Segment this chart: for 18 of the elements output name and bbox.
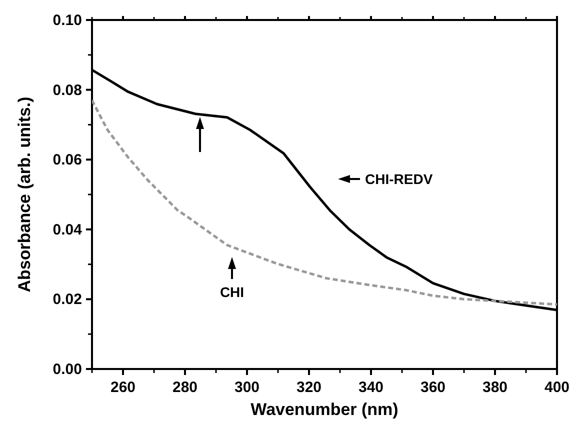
y-tick-label: 0.04 — [52, 221, 83, 238]
legend-label: CHI-REDV — [365, 171, 434, 187]
x-tick-label: 260 — [110, 379, 136, 396]
y-tick-label: 0.00 — [52, 361, 82, 378]
text: CHI — [220, 284, 244, 300]
y-tick-label: 0.08 — [52, 82, 82, 99]
x-tick-label: 340 — [358, 379, 384, 396]
y-tick-label: 0.06 — [52, 152, 82, 169]
x-tick-label: 280 — [172, 379, 198, 396]
x-tick-label: 380 — [482, 379, 508, 396]
y-tick-label: 0.10 — [52, 12, 82, 29]
x-tick-label: 360 — [420, 379, 446, 396]
y-tick-label: 0.02 — [52, 291, 82, 308]
y-axis-title: Absorbance (arb. units.) — [15, 96, 34, 292]
x-tick-label: 320 — [296, 379, 322, 396]
x-tick-label: 400 — [544, 379, 570, 396]
x-tick-label: 300 — [234, 379, 260, 396]
x-axis-title: Wavenumber (nm) — [250, 400, 398, 419]
